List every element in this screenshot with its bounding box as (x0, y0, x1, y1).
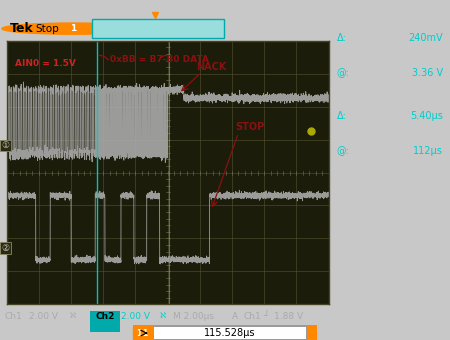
Text: ┘: ┘ (263, 311, 269, 321)
Text: 1: 1 (142, 328, 147, 338)
Text: @:: @: (337, 146, 349, 156)
Text: 240mV: 240mV (409, 33, 443, 44)
Text: 5.40μs: 5.40μs (410, 112, 443, 121)
Text: NACK: NACK (197, 63, 227, 72)
Text: M 2.00μs: M 2.00μs (173, 312, 214, 321)
FancyBboxPatch shape (92, 19, 224, 38)
Text: Stop: Stop (36, 24, 59, 34)
Text: A: A (232, 312, 238, 321)
Text: ℵ: ℵ (160, 312, 166, 321)
Text: Δ:: Δ: (337, 112, 347, 121)
Text: ②: ② (1, 244, 9, 253)
FancyBboxPatch shape (153, 326, 306, 339)
Text: Ch2: Ch2 (96, 312, 115, 321)
Text: Δ:: Δ: (337, 33, 347, 44)
Text: ①: ① (1, 141, 9, 150)
Text: Ch1: Ch1 (4, 312, 22, 321)
Text: 3.36 V: 3.36 V (412, 68, 443, 78)
Text: 2.00 V: 2.00 V (121, 312, 149, 321)
Text: STOP: STOP (235, 122, 265, 132)
Text: 1.88 V: 1.88 V (274, 312, 303, 321)
Text: 112μs: 112μs (414, 146, 443, 156)
Text: @:: @: (337, 68, 349, 78)
Text: 2.00 V: 2.00 V (29, 312, 58, 321)
Text: ℵ: ℵ (70, 312, 76, 321)
Text: Tek: Tek (10, 22, 34, 35)
Text: 0xBB = B7-B0 DATA: 0xBB = B7-B0 DATA (110, 55, 209, 64)
Text: AIN0 = 1.5V: AIN0 = 1.5V (15, 58, 76, 68)
Circle shape (2, 23, 144, 34)
Text: 1: 1 (136, 328, 141, 338)
Text: 1: 1 (70, 24, 76, 33)
FancyBboxPatch shape (90, 311, 120, 332)
Text: Ch1: Ch1 (243, 312, 261, 321)
Text: 115.528μs: 115.528μs (204, 328, 255, 338)
FancyBboxPatch shape (133, 325, 317, 340)
